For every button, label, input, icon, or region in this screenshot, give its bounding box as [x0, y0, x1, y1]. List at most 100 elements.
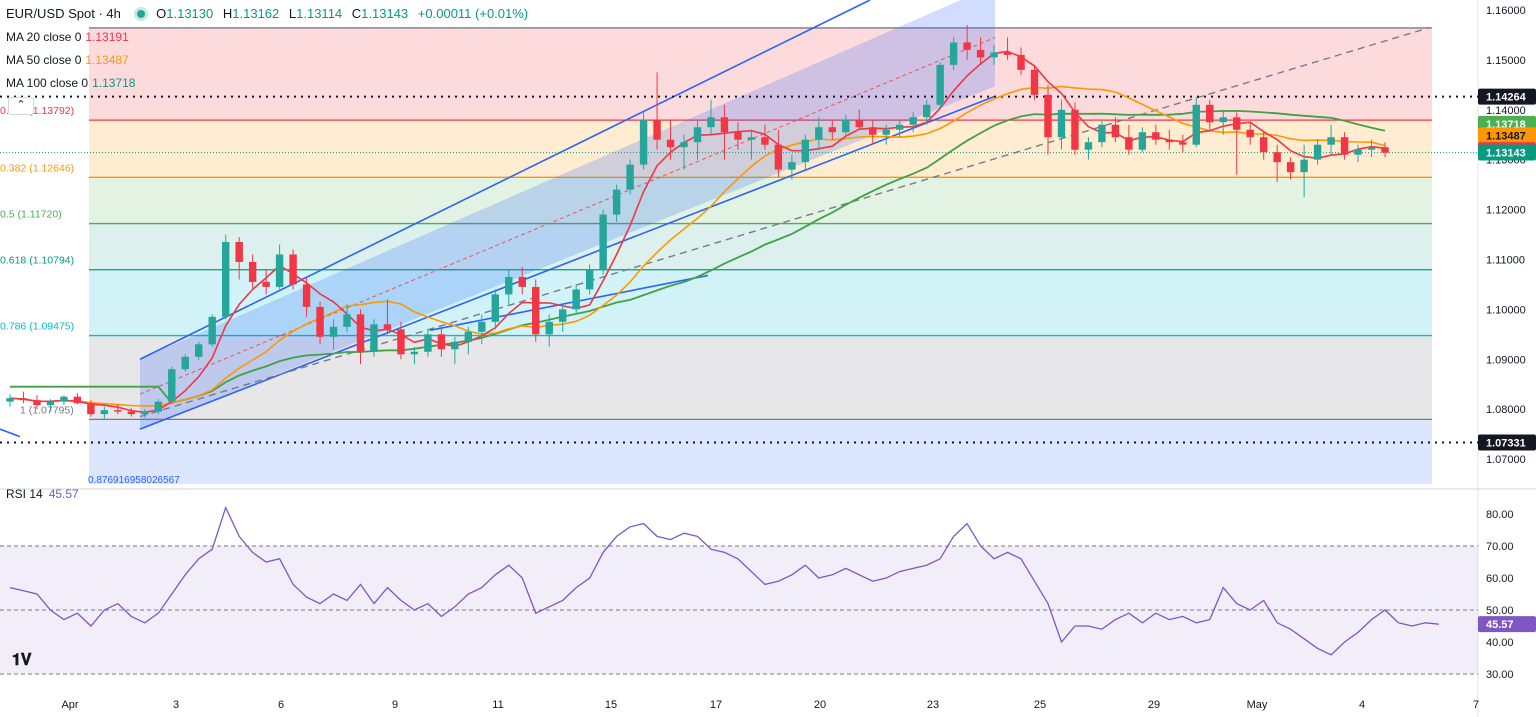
candle-body	[1017, 54, 1025, 70]
candle-body	[383, 324, 392, 330]
candle-body	[585, 269, 594, 290]
candle-body	[181, 356, 189, 370]
candle-body	[707, 117, 715, 128]
candle-body	[168, 369, 176, 402]
rsi-axis-tick: 50.00	[1486, 605, 1514, 617]
candle-body	[505, 276, 513, 295]
symbol-title[interactable]: EUR/USD Spot · 4h	[6, 6, 121, 21]
candle-body	[626, 164, 634, 190]
candle-body	[1219, 117, 1227, 123]
rsi-legend[interactable]: RSI 14 45.57	[6, 487, 79, 501]
candle-body	[1246, 129, 1254, 138]
candle-body	[356, 314, 365, 352]
candle-body	[1273, 152, 1281, 163]
price-axis-label-bg	[1478, 88, 1536, 105]
ma20-legend[interactable]: MA 20 close 0 1.13191	[6, 30, 129, 44]
candle-body	[1071, 109, 1079, 150]
candle-body	[936, 64, 944, 105]
candle-body	[545, 321, 553, 335]
candle-body	[949, 42, 958, 65]
candle-body	[1003, 52, 1012, 55]
candle-body	[639, 119, 648, 165]
time-axis-tick: 4	[1359, 699, 1365, 711]
regression-channel	[140, 0, 995, 430]
market-status-icon	[136, 10, 145, 19]
candle-body	[410, 351, 419, 355]
candle-body	[1340, 137, 1349, 155]
candle-body	[1327, 137, 1335, 145]
candle-body	[990, 52, 998, 58]
trend-dashed-line	[139, 26, 1431, 418]
rsi-line	[9, 505, 1439, 656]
candle-body	[1233, 117, 1241, 130]
price-axis-tick: 1.10000	[1486, 304, 1526, 316]
ma100-legend[interactable]: MA 100 close 0 1.13718	[6, 76, 135, 90]
rsi-axis-tick: 30.00	[1486, 669, 1514, 681]
time-axis-tick: 11	[492, 699, 503, 711]
price-axis-tick: 1.15000	[1486, 55, 1526, 67]
candle-body	[424, 334, 432, 352]
collapse-legend-button[interactable]: ⌃	[8, 97, 34, 115]
time-axis-tick: 25	[1034, 699, 1046, 711]
candle-body	[599, 214, 607, 270]
candle-body	[1138, 132, 1147, 150]
candle-body	[1125, 137, 1133, 150]
candle-body	[1084, 142, 1093, 150]
candle-body	[1044, 94, 1052, 138]
candle-body	[208, 316, 216, 345]
rsi-axis-tick: 40.00	[1486, 637, 1514, 649]
rsi-axis-label: 45.57	[1486, 619, 1514, 631]
high-label: H	[222, 6, 233, 21]
price-axis-tick: 1.08000	[1486, 404, 1526, 416]
candle-body	[788, 162, 796, 170]
close-value: 1.13143	[361, 6, 409, 21]
fib-level-label: 0.5 (1.11720)	[0, 209, 62, 221]
candle-body	[19, 398, 28, 401]
candle-body	[653, 119, 661, 140]
chart-header: EUR/USD Spot · 4h O1.13130 H1.13162 L1.1…	[6, 6, 534, 21]
candle-body	[195, 344, 203, 357]
time-axis-tick: 6	[278, 699, 284, 711]
candle-body	[1367, 147, 1376, 150]
candle-body	[922, 104, 931, 118]
high-value: 1.13162	[232, 6, 280, 21]
candle-body	[680, 142, 688, 148]
price-axis-label: 1.13143	[1486, 148, 1526, 160]
channel-mid-line	[139, 36, 996, 395]
ma100-line	[10, 109, 1386, 404]
candle-body	[1259, 137, 1268, 153]
candle-body	[33, 400, 41, 406]
candle-body	[976, 49, 985, 58]
candle-body	[855, 119, 863, 128]
candle-body	[1179, 142, 1187, 145]
price-axis-label: 1.07331	[1486, 438, 1526, 450]
candle-body	[1098, 124, 1106, 143]
candle-body	[114, 410, 122, 412]
low-label: L	[288, 6, 297, 21]
ma50-legend[interactable]: MA 50 close 0 1.13487	[6, 53, 129, 67]
tradingview-logo-icon[interactable]: 𝟏𝐕	[12, 650, 32, 669]
candle-body	[612, 189, 621, 215]
trend-line	[0, 428, 21, 438]
fib-zone	[89, 335, 1432, 420]
ma50-label: MA 50 close 0	[6, 53, 82, 67]
price-axis-label-bg	[1478, 144, 1536, 161]
low-value: 1.13114	[296, 6, 343, 21]
candle-body	[1354, 149, 1362, 155]
candle-body	[882, 129, 890, 135]
candle-body	[154, 401, 162, 412]
fib-zone	[89, 419, 1432, 484]
candle-body	[316, 306, 324, 337]
candle-body	[572, 289, 580, 310]
candle-body	[532, 286, 540, 335]
candle-body	[437, 334, 446, 350]
candle-body	[302, 284, 311, 307]
price-axis-label-bg	[1478, 127, 1536, 144]
candle-body	[869, 127, 877, 135]
price-axis-label: 1.14264	[1486, 92, 1527, 104]
price-axis-label: 1.13718	[1486, 119, 1526, 131]
candle-body	[73, 396, 82, 404]
candle-body	[801, 139, 810, 163]
candle-body	[761, 137, 769, 145]
